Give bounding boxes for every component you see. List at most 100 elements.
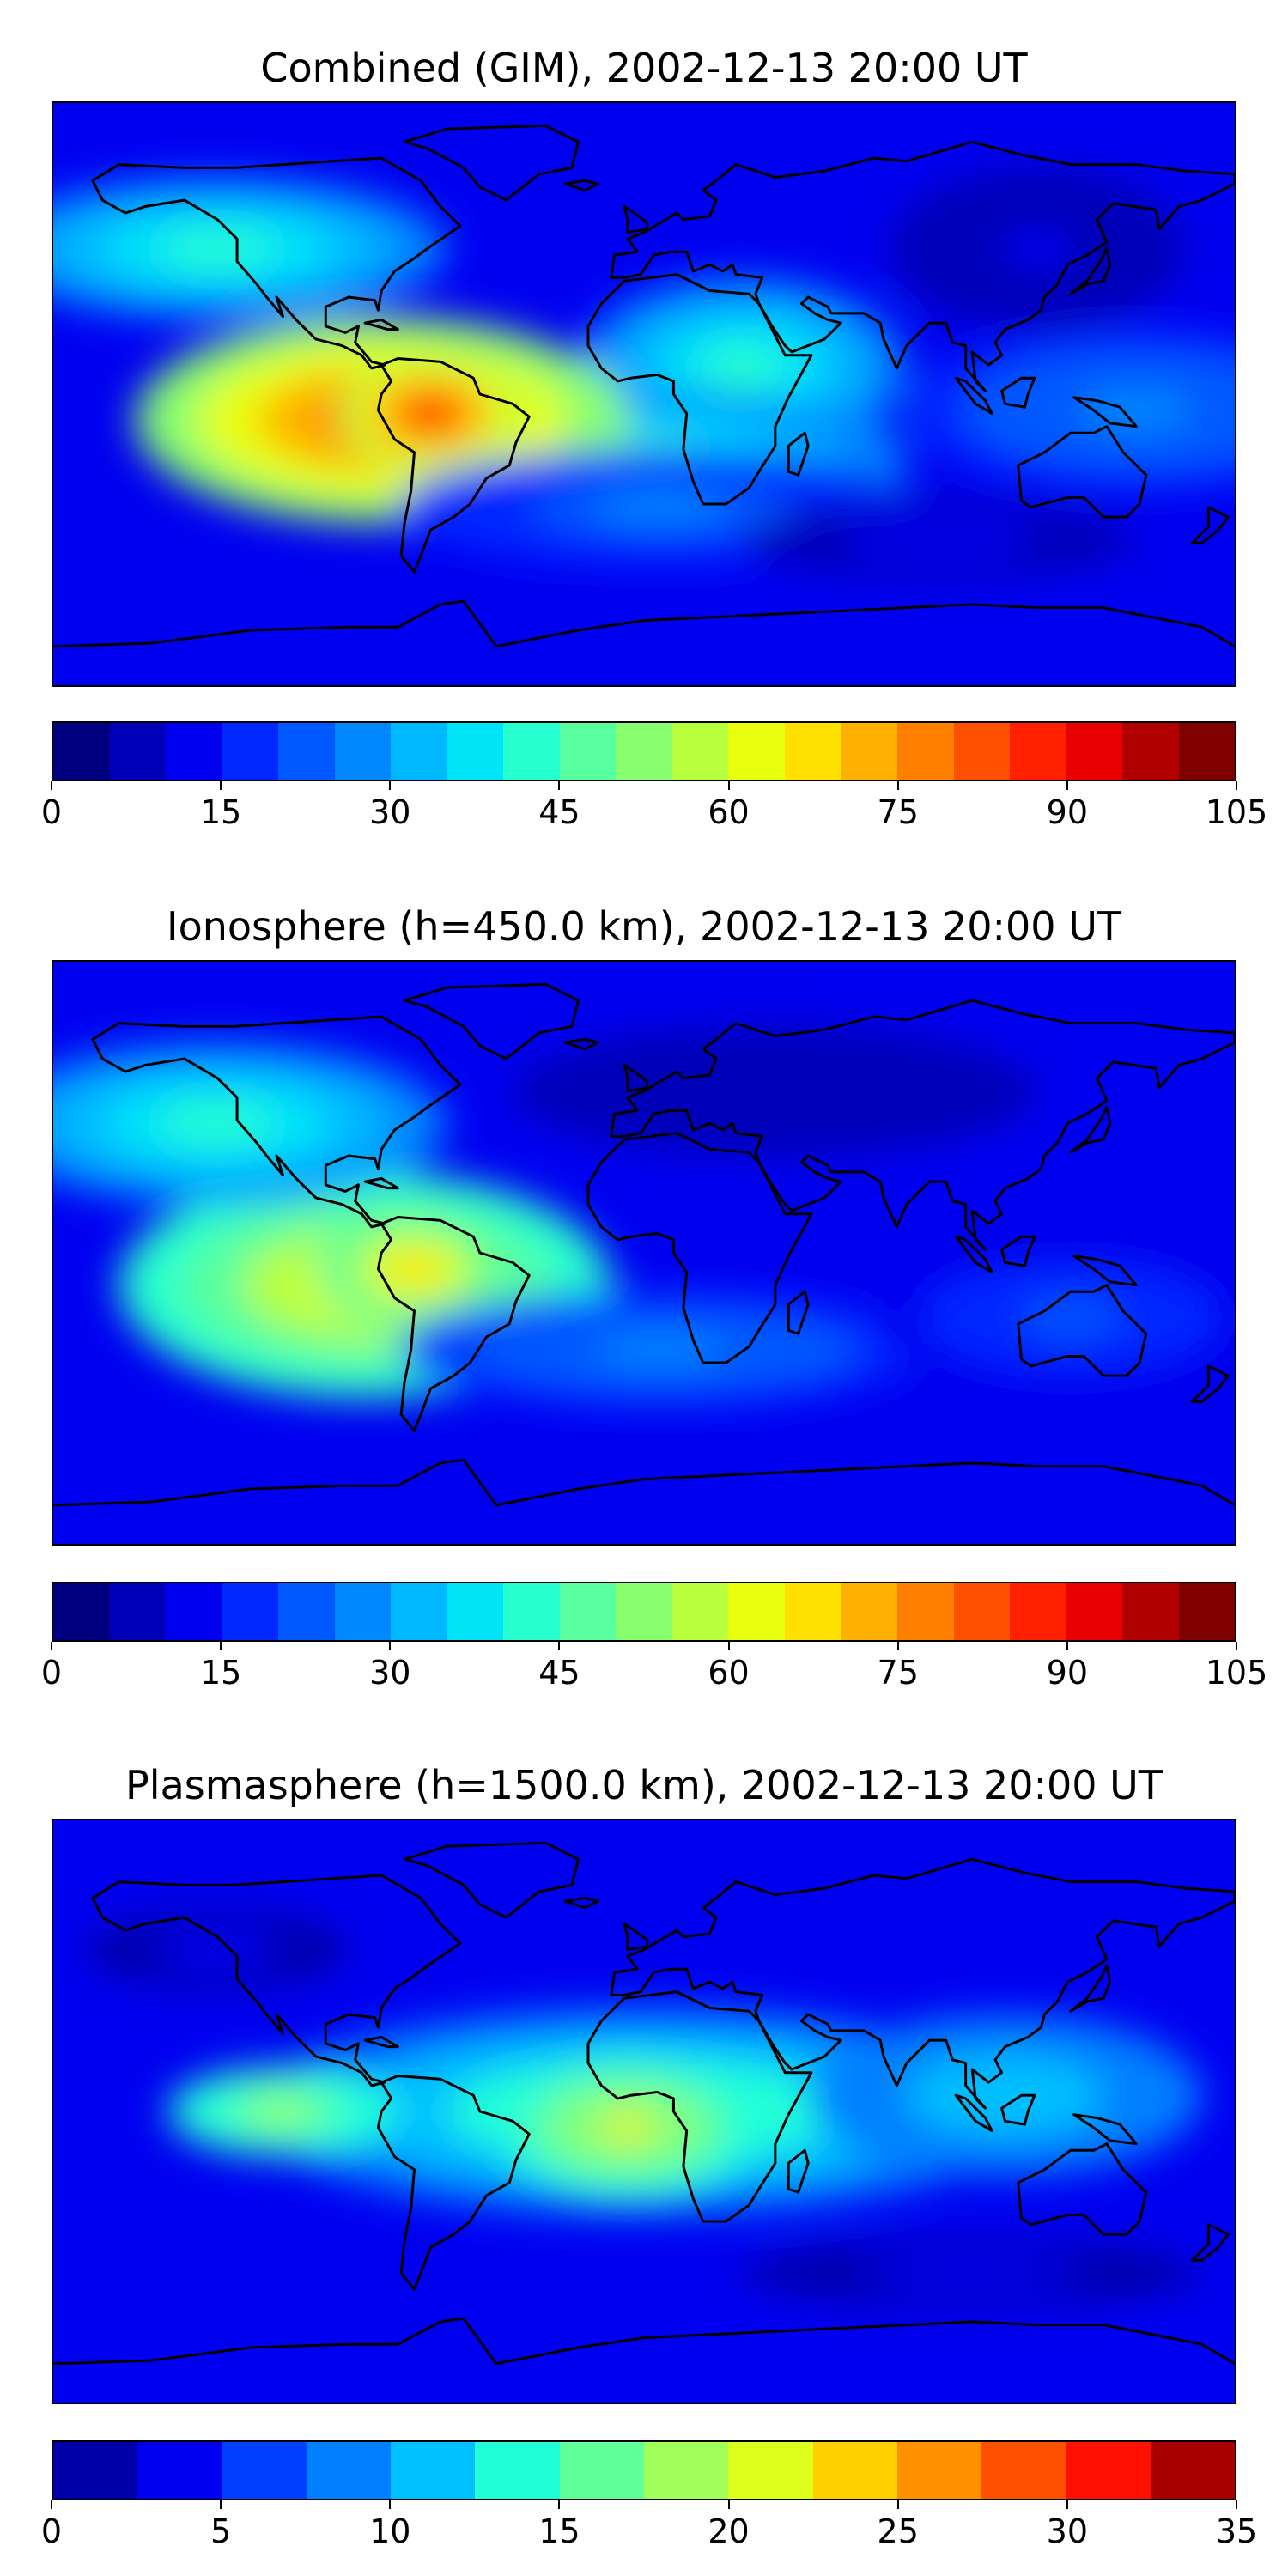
plasmasphere-colorbar [52,2440,1236,2500]
coastline-iceland [563,179,599,192]
coastline-cuba [363,318,399,331]
ionosphere-title: Ionosphere (h=450.0 km), 2002-12-13 20:0… [167,903,1121,950]
combined-gim-colorbar-ticks: 0 15 30 45 60 75 90 105 [41,781,1267,833]
tick-mark [1066,781,1068,790]
tick-mark [389,1642,392,1650]
coastline-antarctica [53,2317,1235,2366]
coastline-iceland [563,1896,599,1910]
coastline-new-guinea [1072,2113,1138,2146]
colorbar-segment [896,2442,982,2499]
coastlines [53,1841,1235,2366]
tec-contour-region [956,2075,1054,2116]
tick-label: 45 [538,1654,580,1692]
colorbar-segment [278,1583,335,1640]
tick-label: 30 [369,793,411,831]
colorbar-segment [841,1583,897,1640]
tick-mark [896,781,899,790]
coastline-new-guinea [1072,1255,1138,1287]
plasmasphere-title: Plasmasphere (h=1500.0 km), 2002-12-13 2… [125,1762,1163,1808]
tec-field [53,167,1235,579]
colorbar-segment [953,1583,1011,1640]
colorbar-segment [896,723,954,780]
tick-mark [389,2500,392,2509]
tick-mark [727,2500,730,2509]
tec-contour-region [701,345,784,392]
coastline-japan [1069,1965,1112,2013]
coastline-africa [586,273,813,506]
coastline-australia [1017,2142,1148,2236]
tick-label: 5 [210,2512,232,2550]
colorbar-segment [953,723,1011,780]
colorbar-segment [53,1583,110,1640]
colorbar-segment [53,2442,138,2499]
colorbar-segment [166,1583,222,1640]
colorbar-segment [391,2442,476,2499]
coastline-japan [1069,1106,1112,1154]
coastline-borneo [1000,1235,1036,1267]
colorbar-segment [1150,2442,1235,2499]
tick-label: 90 [1046,1654,1089,1692]
tick-mark [220,781,222,790]
colorbar-segment [503,723,560,780]
tick-label: 30 [369,1654,411,1692]
colorbar-segment [1178,723,1236,780]
colorbar-segment [1066,1583,1123,1640]
tec-contour-region [254,2099,312,2123]
colorbar-segment [671,723,729,780]
colorbar-segment [53,723,110,780]
tec-contour-region [594,1335,726,1364]
coastline-borneo [1000,2093,1036,2126]
tec-map-svg [53,103,1235,685]
combined-gim-title: Combined (GIM), 2002-12-13 20:00 UT [260,45,1028,91]
ionosphere-colorbar-ticks: 0 15 30 45 60 75 90 105 [41,1642,1267,1693]
tec-contour-region [1021,1299,1121,1336]
colorbar-segment [1122,1583,1179,1640]
coastline-north-america [91,1874,462,2087]
colorbar-segment [812,2442,897,2499]
tec-contour-region [1000,228,1075,270]
tick-mark [220,1642,222,1650]
tick-mark [220,2500,222,2509]
colorbar-segment [391,1583,447,1640]
tick-label: 25 [877,2512,919,2550]
coastline-greenland [403,1841,580,1919]
colorbar-segment [616,1583,672,1640]
coastline-new-zealand [1190,1364,1230,1403]
tick-mark [51,781,52,790]
tick-mark [1236,781,1237,790]
colorbar-segment [841,723,897,780]
colorbar-segment [222,723,279,780]
coastline-south-america [376,357,531,574]
coastlines [53,982,1235,1507]
colorbar-segment [784,1583,841,1640]
coastline-south-america [376,1216,531,1432]
tick-label: 75 [877,1654,919,1692]
plasmasphere-colorbar-ticks: 0 5 10 15 20 25 30 35 [41,2500,1257,2552]
coastline-sumatra [954,1235,993,1274]
coastline-australia [1017,1284,1148,1377]
colorbar-segment [559,723,617,780]
colorbar-segment [503,1583,560,1640]
colorbar-segment [671,1583,729,1640]
tick-mark [727,781,730,790]
tick-mark [1066,2500,1068,2509]
tick-label: 20 [708,2512,750,2550]
coastline-new-zealand [1190,2223,1230,2262]
coastline-eurasia [610,140,1235,392]
colorbar-segment [447,723,504,780]
coastline-africa [586,1132,813,1364]
colorbar-segment [1066,723,1123,780]
tec-contour-region [184,1940,251,1959]
colorbar-segment [222,2442,307,2499]
coastline-antarctica [53,1458,1235,1507]
ionosphere-map [52,960,1236,1546]
colorbar-segment [559,2442,644,2499]
colorbar-segment [728,723,785,780]
tick-mark [1236,2500,1237,2509]
coastline-great-britain [623,204,649,234]
coastline-greenland [403,124,580,202]
tec-contour-region [914,2264,1030,2281]
coastline-sumatra [954,376,993,416]
tec-contour-region [389,1254,440,1284]
colorbar-segment [616,723,672,780]
